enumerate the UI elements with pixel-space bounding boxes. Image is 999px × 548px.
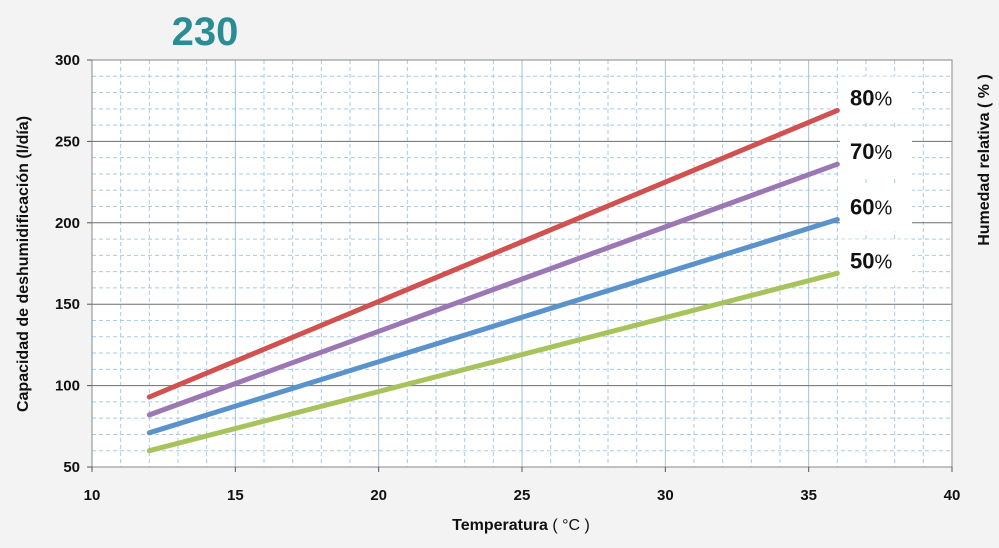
series-label-background (840, 130, 912, 177)
series-label: 60% (850, 195, 892, 220)
series-label-number: 50 (850, 248, 874, 273)
series-label-number: 80 (850, 85, 874, 110)
series-label-unit: % (874, 251, 892, 273)
x-tick-label: 30 (657, 487, 674, 504)
x-tick-label: 15 (227, 487, 244, 504)
axis-ticks: 10 15 20 25 30 35 40 50 100 150 200 250 300 (55, 52, 960, 504)
y-tick-label: 100 (55, 378, 80, 395)
series-label-unit: % (874, 88, 892, 110)
x-tick-label: 20 (370, 487, 387, 504)
y-tick-label: 150 (55, 296, 80, 313)
y-axis-label: Capacidad de deshumidificación (l/día) (15, 116, 32, 412)
series-label-background (840, 185, 912, 232)
y-tick-label: 250 (55, 133, 80, 150)
series-label-background (840, 239, 912, 286)
chart-title: 230 (172, 10, 239, 54)
series-label: 80% (850, 85, 892, 110)
x-tick-label: 10 (84, 487, 101, 504)
series-label-background (840, 76, 912, 123)
series-lines (146, 107, 840, 454)
x-axis-label: Temperatura ( °C ) (452, 517, 590, 534)
y-tick-label: 300 (55, 52, 80, 69)
secondary-axis-label: Humedad relativa ( % ) (976, 74, 993, 246)
series-line (146, 107, 840, 400)
series-line (146, 270, 840, 454)
series-label-unit: % (874, 142, 892, 164)
x-axis-label-text: Temperatura (452, 517, 548, 534)
series-label-unit: % (874, 198, 892, 220)
x-tick-label: 25 (514, 487, 531, 504)
series-label-number: 70 (850, 139, 874, 164)
y-tick-label: 200 (55, 215, 80, 232)
series-line (146, 161, 840, 418)
series-label-number: 60 (850, 195, 874, 220)
series-label: 50% (850, 248, 892, 273)
series-line (146, 217, 840, 436)
x-tick-label: 40 (944, 487, 961, 504)
grid (92, 60, 952, 467)
x-tick-label: 35 (800, 487, 817, 504)
series-labels: 80%70%60%50% (840, 76, 912, 286)
y-tick-label: 50 (63, 459, 80, 476)
series-label: 70% (850, 139, 892, 164)
x-axis-unit: ( °C ) (552, 517, 590, 534)
